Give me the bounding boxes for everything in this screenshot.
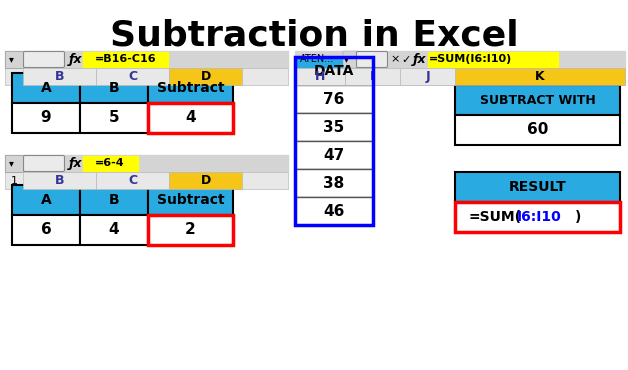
- Bar: [12, 103, 80, 133]
- Text: B: B: [55, 70, 64, 83]
- Bar: [80, 103, 148, 133]
- Text: Subtract: Subtract: [157, 193, 224, 207]
- Text: 4: 4: [185, 111, 196, 125]
- Bar: [5, 155, 288, 172]
- Bar: [148, 215, 233, 245]
- Text: SUBTRACT WITH: SUBTRACT WITH: [480, 94, 595, 107]
- Bar: [455, 68, 625, 85]
- Bar: [428, 52, 558, 67]
- Text: =B16-C16: =B16-C16: [95, 54, 157, 64]
- Bar: [295, 197, 373, 225]
- Bar: [295, 113, 373, 141]
- Text: A: A: [41, 193, 51, 207]
- Bar: [295, 68, 345, 85]
- Bar: [5, 155, 23, 172]
- Text: B: B: [109, 81, 119, 95]
- Text: B: B: [55, 174, 64, 187]
- Text: 35: 35: [323, 120, 345, 135]
- Bar: [12, 185, 80, 215]
- Bar: [96, 68, 169, 85]
- Bar: [12, 73, 80, 103]
- Bar: [295, 57, 373, 85]
- Text: 46: 46: [323, 204, 345, 219]
- Text: J: J: [425, 70, 430, 83]
- Text: 38: 38: [323, 175, 345, 191]
- Bar: [148, 73, 233, 103]
- Text: 9: 9: [41, 111, 51, 125]
- Text: =6-4: =6-4: [95, 158, 125, 168]
- FancyBboxPatch shape: [357, 51, 387, 67]
- Text: ×: ×: [390, 54, 399, 64]
- Text: 4: 4: [109, 222, 119, 238]
- Bar: [295, 68, 625, 85]
- Bar: [455, 202, 620, 232]
- Text: C: C: [128, 174, 137, 187]
- Text: ▾: ▾: [9, 54, 14, 64]
- Text: 1: 1: [11, 175, 18, 185]
- Bar: [83, 156, 138, 171]
- Text: =SUM(: =SUM(: [469, 210, 522, 224]
- Text: H: H: [315, 70, 325, 83]
- Bar: [12, 215, 80, 245]
- Bar: [455, 85, 620, 115]
- Bar: [23, 172, 96, 189]
- Bar: [400, 68, 455, 85]
- Bar: [5, 51, 23, 68]
- Bar: [455, 115, 620, 145]
- Text: ✓: ✓: [401, 54, 410, 64]
- Bar: [295, 169, 373, 197]
- Bar: [83, 52, 168, 67]
- Text: 60: 60: [527, 122, 548, 138]
- Text: K: K: [535, 70, 545, 83]
- Text: ▾: ▾: [344, 54, 349, 64]
- Bar: [295, 57, 373, 225]
- Bar: [455, 172, 620, 202]
- Text: DATA: DATA: [314, 64, 354, 78]
- Text: 2: 2: [185, 222, 196, 238]
- Text: D: D: [200, 174, 210, 187]
- Bar: [5, 172, 288, 189]
- Text: =SUM(I6:I10): =SUM(I6:I10): [429, 54, 512, 64]
- Bar: [148, 103, 233, 133]
- Text: 6: 6: [41, 222, 51, 238]
- Text: ): ): [575, 210, 582, 224]
- Bar: [23, 68, 96, 85]
- Bar: [5, 51, 288, 68]
- Text: 76: 76: [323, 91, 345, 107]
- Bar: [295, 85, 373, 113]
- Bar: [80, 185, 148, 215]
- Bar: [169, 68, 242, 85]
- Text: Subtraction in Excel: Subtraction in Excel: [110, 18, 518, 52]
- FancyBboxPatch shape: [23, 51, 65, 67]
- Text: A: A: [41, 81, 51, 95]
- Bar: [96, 172, 169, 189]
- Bar: [169, 172, 242, 189]
- Text: ƒx: ƒx: [69, 53, 83, 66]
- Text: ƒx: ƒx: [413, 53, 426, 66]
- Text: B: B: [109, 193, 119, 207]
- Text: 47: 47: [323, 148, 345, 162]
- Bar: [343, 51, 357, 68]
- Bar: [295, 141, 373, 169]
- Bar: [148, 185, 233, 215]
- Text: I6:I10: I6:I10: [517, 210, 562, 224]
- Bar: [295, 51, 625, 68]
- Bar: [5, 68, 288, 85]
- Bar: [345, 68, 400, 85]
- Text: Subtract: Subtract: [157, 81, 224, 95]
- Text: I: I: [371, 70, 375, 83]
- Text: ƒx: ƒx: [69, 157, 83, 170]
- Text: 5: 5: [109, 111, 119, 125]
- Bar: [80, 215, 148, 245]
- FancyBboxPatch shape: [23, 155, 65, 172]
- Text: ATEN...: ATEN...: [300, 54, 334, 64]
- Text: D: D: [200, 70, 210, 83]
- Text: RESULT: RESULT: [509, 180, 566, 194]
- Text: C: C: [128, 70, 137, 83]
- Bar: [80, 73, 148, 103]
- Text: ▾: ▾: [9, 158, 14, 168]
